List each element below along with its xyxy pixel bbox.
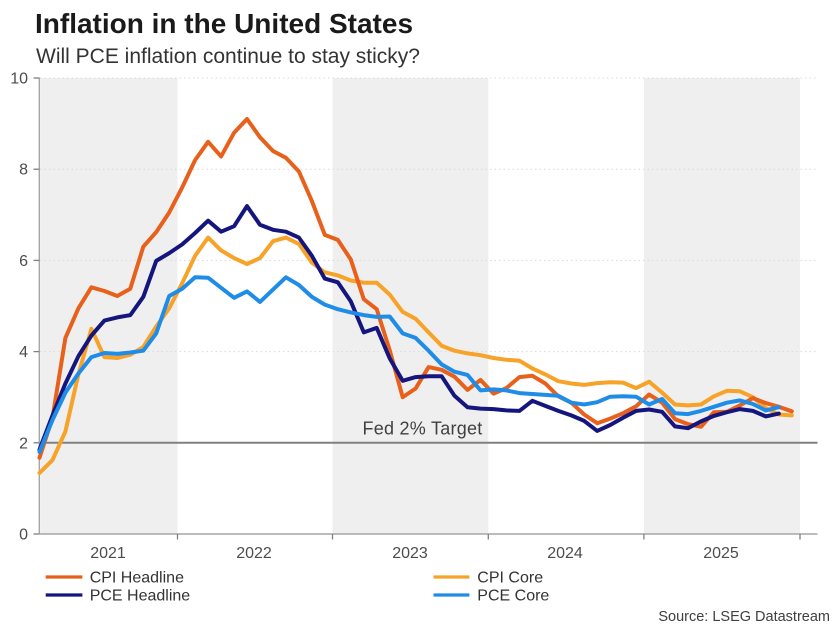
svg-text:2023: 2023 <box>392 545 428 562</box>
svg-text:2022: 2022 <box>236 545 272 562</box>
svg-text:10: 10 <box>10 71 28 88</box>
svg-text:2: 2 <box>19 435 28 452</box>
svg-text:0: 0 <box>19 527 28 544</box>
svg-text:CPI Headline: CPI Headline <box>90 570 184 587</box>
svg-text:2025: 2025 <box>703 545 739 562</box>
svg-text:4: 4 <box>19 344 28 361</box>
svg-text:6: 6 <box>19 253 28 270</box>
svg-text:PCE Headline: PCE Headline <box>90 588 191 605</box>
svg-text:2021: 2021 <box>90 545 126 562</box>
svg-text:Fed 2% Target: Fed 2% Target <box>363 419 483 439</box>
svg-text:CPI Core: CPI Core <box>477 570 543 587</box>
svg-text:2024: 2024 <box>547 545 583 562</box>
svg-text:8: 8 <box>19 162 28 179</box>
svg-text:PCE Core: PCE Core <box>477 588 549 605</box>
